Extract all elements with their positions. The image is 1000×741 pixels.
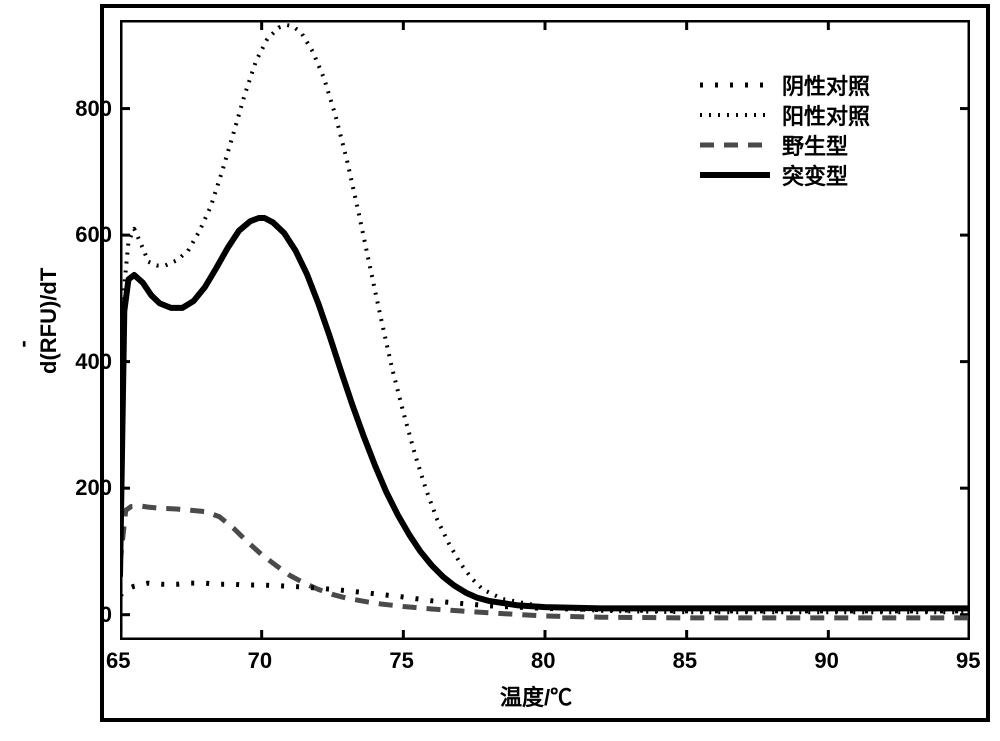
- legend-label: 野生型: [782, 129, 848, 161]
- x-tick-label: 95: [956, 648, 980, 674]
- x-tick-label: 85: [673, 648, 697, 674]
- legend: 阴性对照阳性对照野生型突变型: [700, 70, 870, 190]
- legend-label: 阳性对照: [782, 99, 870, 131]
- x-tick-label: 90: [814, 648, 838, 674]
- y-tick-label: 200: [75, 475, 112, 501]
- y-tick-label: 400: [75, 349, 112, 375]
- legend-swatch-wt: [700, 135, 770, 155]
- legend-item: 阴性对照: [700, 70, 870, 100]
- x-tick-label: 65: [106, 648, 130, 674]
- legend-swatch-pos: [700, 105, 770, 125]
- x-tick-label: 75: [389, 648, 413, 674]
- melting-curve-figure: 0200400600800 65707580859095 -d(RFU)/dT …: [0, 0, 1000, 741]
- x-tick-label: 70: [248, 648, 272, 674]
- y-axis-label: -d(RFU)/dT: [10, 314, 62, 374]
- legend-item: 突变型: [700, 160, 870, 190]
- legend-item: 阳性对照: [700, 100, 870, 130]
- y-tick-label: 600: [75, 222, 112, 248]
- x-axis-label: 温度/℃: [500, 680, 572, 712]
- legend-swatch-mut: [700, 165, 770, 185]
- y-tick-label: 0: [100, 602, 112, 628]
- y-tick-label: 800: [75, 96, 112, 122]
- legend-label: 突变型: [782, 159, 848, 191]
- legend-swatch-neg: [700, 75, 770, 95]
- x-tick-label: 80: [531, 648, 555, 674]
- legend-item: 野生型: [700, 130, 870, 160]
- legend-label: 阴性对照: [782, 69, 870, 101]
